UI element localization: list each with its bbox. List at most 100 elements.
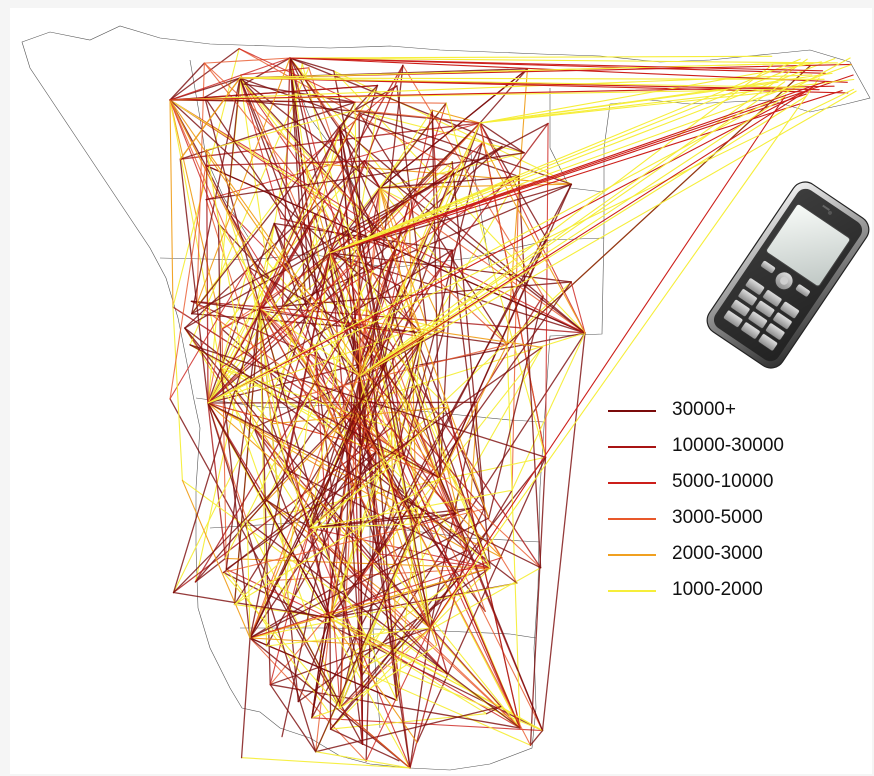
- call-link: [373, 227, 586, 334]
- call-link: [358, 669, 532, 746]
- call-link: [378, 346, 543, 555]
- call-link: [379, 68, 529, 189]
- call-link: [172, 48, 240, 308]
- call-link: [206, 149, 441, 479]
- call-link: [206, 109, 356, 151]
- call-link: [207, 402, 542, 569]
- legend-label: 10000-30000: [672, 435, 784, 456]
- call-link: [358, 202, 410, 365]
- call-link: [243, 83, 356, 103]
- call-link: [309, 455, 405, 529]
- call-link: [360, 332, 586, 677]
- call-link: [354, 109, 481, 124]
- call-link: [222, 451, 377, 574]
- call-link: [317, 122, 481, 301]
- call-network-map: [21, 25, 871, 771]
- call-link: [169, 99, 356, 103]
- call-link: [289, 57, 848, 83]
- call-link: [184, 327, 431, 629]
- call-link: [358, 363, 485, 510]
- call-link: [359, 553, 380, 581]
- call-link: [329, 549, 468, 619]
- legend-item-2000-3000: 2000-3000: [608, 542, 868, 578]
- call-link: [191, 77, 241, 315]
- call-link: [204, 77, 241, 98]
- call-link: [207, 88, 855, 404]
- call-link: [249, 582, 518, 639]
- call-link: [363, 160, 381, 189]
- call-link: [282, 527, 311, 601]
- call-link: [329, 285, 401, 619]
- call-link: [355, 412, 438, 646]
- call-link: [372, 122, 481, 230]
- call-link: [338, 125, 361, 377]
- call-links: [169, 48, 857, 769]
- call-link: [506, 65, 811, 346]
- legend: 30000+ 10000-30000 5000-10000 3000-5000 …: [608, 398, 868, 614]
- call-link: [415, 507, 472, 525]
- call-link: [359, 95, 808, 377]
- call-link: [518, 175, 542, 569]
- call-link: [207, 86, 813, 404]
- call-link: [358, 112, 573, 185]
- call-link: [169, 99, 347, 445]
- call-link: [378, 216, 490, 519]
- call-link: [207, 249, 453, 404]
- call-link: [370, 345, 398, 702]
- call-link: [339, 208, 491, 569]
- call-link: [289, 57, 839, 64]
- call-link: [439, 249, 453, 479]
- call-link: [345, 336, 424, 445]
- call-link: [281, 375, 361, 738]
- call-link: [339, 707, 411, 769]
- call-link: [329, 183, 573, 254]
- legend-swatch: [608, 518, 656, 520]
- call-link: [333, 70, 374, 272]
- call-link: [359, 579, 521, 729]
- legend-label: 30000+: [672, 399, 736, 420]
- call-link: [207, 401, 479, 404]
- call-link: [169, 48, 240, 101]
- call-link: [466, 401, 479, 551]
- call-link: [271, 84, 379, 425]
- call-link: [289, 57, 375, 230]
- call-link: [378, 553, 521, 729]
- call-link: [289, 57, 824, 72]
- call-link: [207, 57, 851, 404]
- call-link: [181, 479, 251, 639]
- call-link: [169, 99, 220, 225]
- call-link: [379, 183, 572, 189]
- call-link: [194, 557, 227, 583]
- call-link: [207, 402, 411, 769]
- legend-label: 2000-3000: [672, 543, 763, 564]
- call-link: [246, 520, 341, 709]
- call-link: [285, 468, 398, 701]
- call-link: [207, 402, 468, 551]
- call-link: [481, 142, 586, 334]
- call-link: [172, 591, 331, 619]
- call-link: [375, 451, 491, 569]
- call-link: [249, 567, 491, 639]
- legend-label: 3000-5000: [672, 507, 763, 528]
- legend-swatch: [608, 410, 656, 412]
- call-link: [329, 578, 459, 730]
- call-link: [404, 332, 423, 400]
- call-link: [285, 468, 491, 569]
- call-link: [226, 208, 288, 401]
- call-link: [169, 99, 423, 334]
- call-link: [259, 125, 341, 309]
- call-link: [329, 102, 447, 254]
- call-link: [225, 307, 261, 570]
- call-link: [390, 426, 491, 569]
- call-link: [169, 164, 207, 400]
- call-link: [304, 162, 331, 254]
- call-link: [359, 81, 786, 377]
- call-link: [179, 158, 209, 404]
- legend-label: 1000-2000: [672, 579, 763, 600]
- call-link: [286, 344, 508, 401]
- call-link: [479, 122, 548, 240]
- call-link: [339, 578, 459, 709]
- call-link: [207, 324, 427, 404]
- call-link: [204, 96, 261, 309]
